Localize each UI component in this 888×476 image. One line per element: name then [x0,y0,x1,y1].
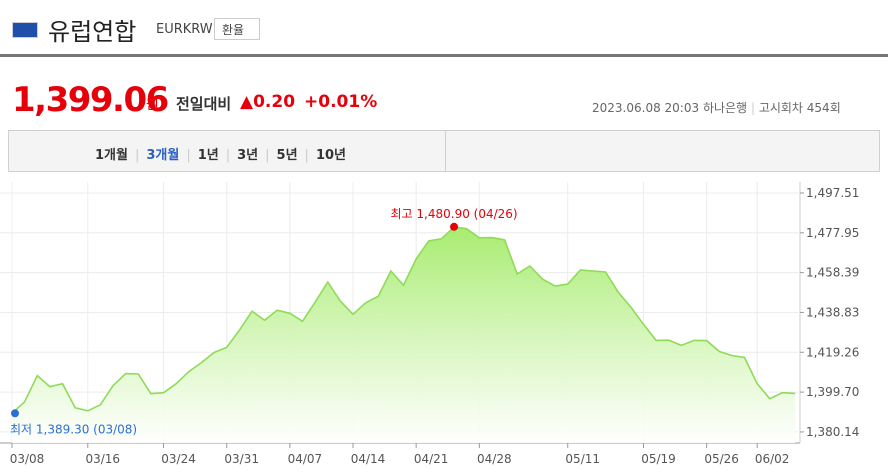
exchange-button[interactable]: 환율 [214,18,260,40]
separator: | [750,101,755,115]
tab-divider [445,131,446,171]
tab[interactable]: 1년 [197,148,219,163]
x-tick-label: 04/07 [288,452,323,466]
tab-separator: | [225,148,231,163]
tab[interactable]: 1개월 [95,148,128,163]
line [11,225,796,414]
round: 고시회차 454회 [758,101,841,115]
update-info: 2023.06.08 20:03 하나은행 | 고시회차 454회 [592,99,841,116]
currency-code: EURKRW [156,22,213,37]
x-tick-label: 03/24 [161,452,196,466]
y-tick-label: 1,419.26 [806,345,859,359]
x-tick-label: 04/21 [414,452,449,466]
tabs: 1개월 | 3개월 | 1년 | 3년 | 5년 | 10년 [95,144,346,163]
x-tick-label: 03/16 [85,452,120,466]
x-tick-label: 05/11 [565,452,600,466]
min-point [11,409,19,418]
price: 1,399.06 [12,80,169,120]
divider [0,54,888,57]
price-unit: 원 [146,97,159,113]
y-tick-label: 1,458.39 [806,266,859,280]
max-point [450,222,459,231]
max-label: 최고 1,480.90 (04/26) [391,207,518,221]
tab-bar: 1개월 | 3개월 | 1년 | 3년 | 5년 | 10년 [8,130,880,172]
y-tick-label: 1,497.51 [806,186,859,200]
flag-icon [12,22,38,38]
tab[interactable]: 5년 [276,148,298,163]
x-tick-label: 06/02 [755,452,790,466]
y-tick-label: 1,380.14 [806,425,859,439]
x-tick-label: 03/31 [224,452,259,466]
x-tick-label: 04/28 [477,452,512,466]
tab[interactable]: 10년 [315,148,346,163]
change-pct: +0.01% [304,92,378,112]
area-fill [12,226,796,443]
tab[interactable]: 3년 [237,148,259,163]
tab[interactable]: 3개월 [146,148,180,163]
change: ▲0.20 [240,92,296,112]
change-label: 전일대비 [176,95,232,113]
tab-separator: | [134,148,140,163]
currency-title: 유럽연합 [48,18,137,46]
tab-separator: | [304,148,309,163]
y-tick-label: 1,477.95 [806,226,859,240]
bank: 하나은행 [702,101,748,115]
x-tick-label: 03/08 [10,452,45,466]
tab-separator: | [186,148,191,163]
datetime: 2023.06.08 20:03 [592,101,700,115]
x-tick-label: 05/19 [641,452,676,466]
x-tick-label: 04/14 [351,452,386,466]
min-label: 최저 1,389.30 (03/08) [10,422,137,436]
x-tick-label: 05/26 [704,452,739,466]
tab-separator: | [265,148,270,163]
y-tick-label: 1,438.83 [806,305,859,319]
y-tick-label: 1,399.70 [806,385,859,399]
